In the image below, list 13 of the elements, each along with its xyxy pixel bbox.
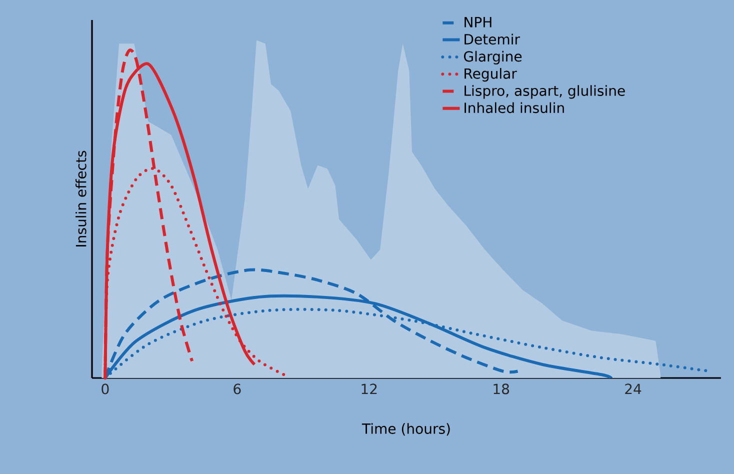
x-axis-title: Time (hours) <box>362 423 450 436</box>
x-tick-label: 0 <box>102 384 109 394</box>
legend-label: Lispro, aspart, glulisine <box>464 85 625 99</box>
legend-label: Detemir <box>464 34 520 45</box>
x-tick-label: 6 <box>234 384 241 394</box>
x-tick-label: 24 <box>625 384 642 394</box>
y-axis-title: Insulin effects <box>76 150 86 246</box>
legend-label: Inhaled insulin <box>464 102 564 114</box>
legend-label: Glargine <box>464 50 522 64</box>
legend-label: NPH <box>464 17 492 28</box>
x-tick-label: 18 <box>494 384 510 394</box>
x-tick-label: 12 <box>362 384 377 394</box>
legend-label: Regular <box>464 68 517 82</box>
